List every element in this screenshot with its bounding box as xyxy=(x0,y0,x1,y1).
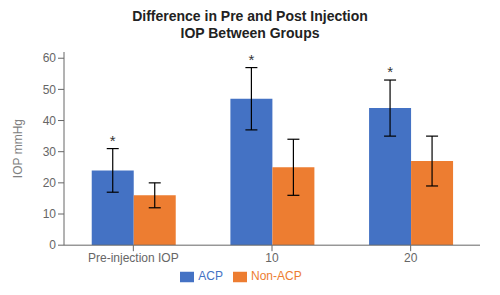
svg-text:10: 10 xyxy=(265,251,279,265)
svg-text:10: 10 xyxy=(43,207,57,221)
html-text:ACP: ACP xyxy=(198,269,223,284)
svg-text:*: * xyxy=(248,51,254,68)
svg-text:30: 30 xyxy=(43,145,57,159)
svg-text:50: 50 xyxy=(43,83,57,97)
svg-text:20: 20 xyxy=(404,251,418,265)
svg-text:IOP mmHg: IOP mmHg xyxy=(11,119,25,178)
svg-text:*: * xyxy=(387,63,393,80)
svg-text:*: * xyxy=(110,132,116,149)
svg-text:20: 20 xyxy=(43,176,57,190)
html-text:Difference in Pre and Post Inj: Difference in Pre and Post Injection IOP… xyxy=(132,8,368,41)
svg-text:40: 40 xyxy=(43,114,57,128)
svg-text:Pre-injection IOP: Pre-injection IOP xyxy=(88,251,179,265)
svg-text:60: 60 xyxy=(43,51,57,65)
html-text:Non-ACP: Non-ACP xyxy=(251,269,302,284)
svg-text:0: 0 xyxy=(49,238,56,252)
